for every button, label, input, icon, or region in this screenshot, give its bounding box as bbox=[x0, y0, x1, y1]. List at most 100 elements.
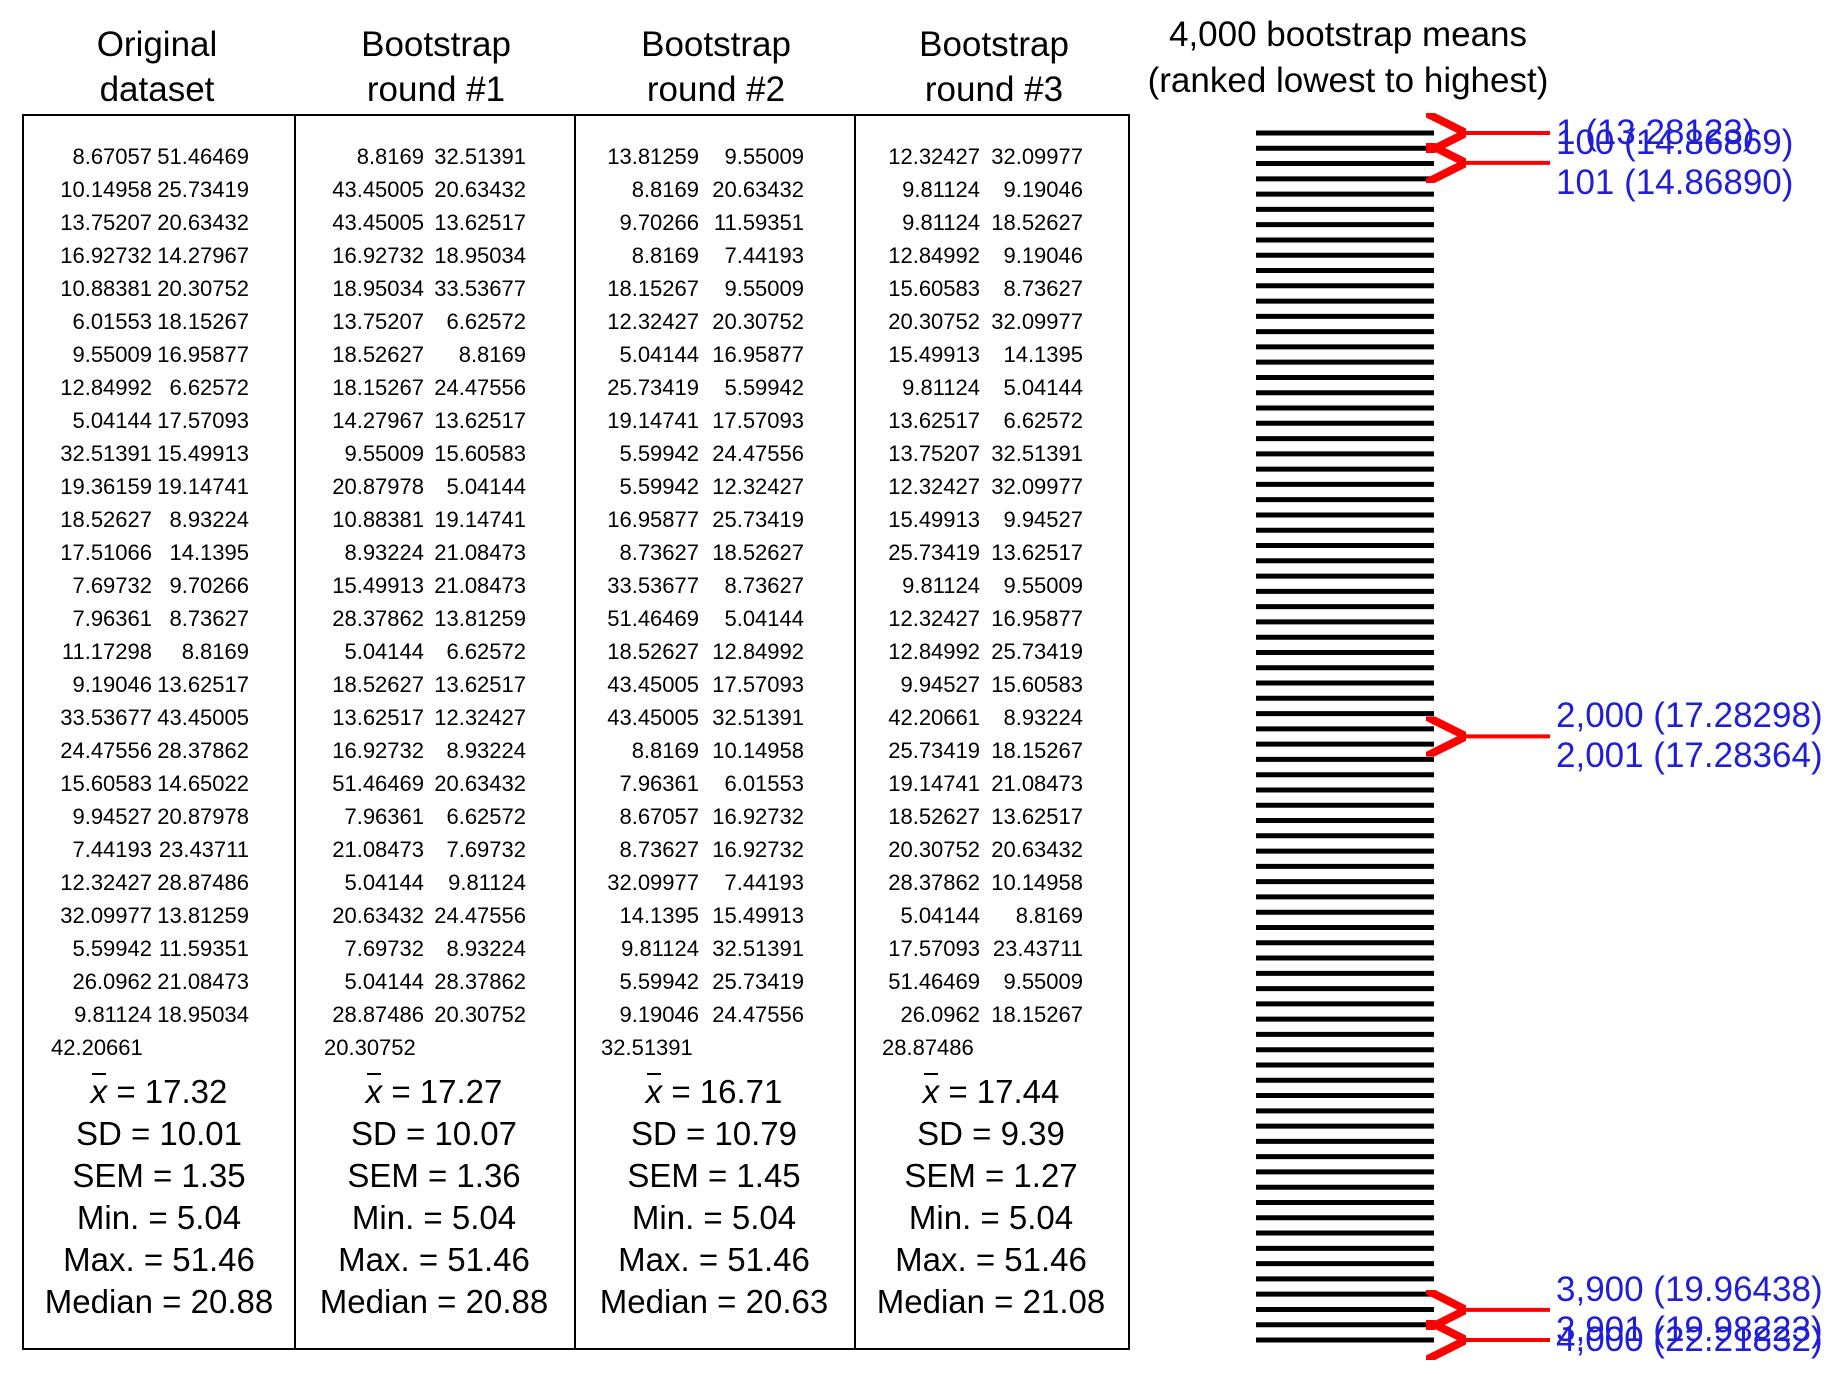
value-row: 28.37862 13.81259 bbox=[294, 602, 574, 635]
value-row: 33.53677 43.45005 bbox=[24, 701, 294, 734]
value-cell: 6.62572 bbox=[169, 375, 249, 400]
value-cell: 13.62517 bbox=[332, 705, 424, 730]
value-cell: 10.88381 bbox=[60, 276, 152, 301]
value-row: 43.45005 20.63432 bbox=[294, 173, 574, 206]
value-cell: 17.51066 bbox=[60, 540, 152, 565]
value-cell: 24.47556 bbox=[712, 1002, 804, 1027]
value-cell: 14.27967 bbox=[332, 408, 424, 433]
value-cell: 18.52627 bbox=[332, 342, 424, 367]
stat-sem: SEM = 1.35 bbox=[72, 1157, 246, 1194]
value-row: 15.60583 14.65022 bbox=[24, 767, 294, 800]
stat-mean: x = 17.44 bbox=[854, 1071, 1128, 1113]
value-cell: 51.46469 bbox=[888, 969, 980, 994]
value-row: 12.84992 25.73419 bbox=[854, 635, 1128, 668]
x-bar-symbol: x bbox=[366, 1071, 382, 1113]
value-cell: 18.52627 bbox=[332, 672, 424, 697]
value-cell: 15.49913 bbox=[332, 573, 424, 598]
rank-label: 3,901 (19.98223) bbox=[1556, 1309, 1823, 1349]
value-cell: 10.14958 bbox=[991, 870, 1083, 895]
value-cell: 32.51391 bbox=[601, 1035, 693, 1060]
value-cell: 5.59942 bbox=[619, 969, 699, 994]
value-row: 8.8169 7.44193 bbox=[574, 239, 854, 272]
value-cell: 12.84992 bbox=[712, 639, 804, 664]
column-divider bbox=[574, 116, 576, 1348]
x-bar-symbol: x bbox=[91, 1071, 107, 1113]
stat-mean-value: = 17.32 bbox=[116, 1073, 228, 1110]
value-cell: 20.63432 bbox=[712, 177, 804, 202]
stat-max: Max. = 51.46 bbox=[895, 1241, 1087, 1278]
stat-mean: x = 17.27 bbox=[294, 1071, 574, 1113]
value-cell: 18.95034 bbox=[157, 1002, 249, 1027]
rank-label: 4,000 (22.21832) bbox=[1556, 1320, 1823, 1359]
value-cell: 19.14741 bbox=[157, 474, 249, 499]
value-row: 8.67057 51.46469 bbox=[24, 140, 294, 173]
value-cell: 25.73419 bbox=[712, 969, 804, 994]
value-cell: 32.51391 bbox=[712, 705, 804, 730]
value-row: 7.96361 8.73627 bbox=[24, 602, 294, 635]
value-row: 20.30752 bbox=[294, 1031, 574, 1064]
value-row: 42.20661 8.93224 bbox=[854, 701, 1128, 734]
value-cell: 13.62517 bbox=[888, 408, 980, 433]
value-row: 12.32427 32.09977 bbox=[854, 470, 1128, 503]
value-cell: 5.04144 bbox=[1003, 375, 1083, 400]
header-bootstrap-round-2: Bootstrap round #2 bbox=[641, 25, 791, 109]
value-cell: 9.81124 bbox=[902, 177, 980, 202]
value-row: 18.52627 8.93224 bbox=[24, 503, 294, 536]
data-column-1: 8.8169 32.51391 43.45005 20.63432 43.45005 13… bbox=[294, 116, 574, 1348]
stat-sd: SD = 9.39 bbox=[917, 1115, 1065, 1152]
value-cell: 24.47556 bbox=[712, 441, 804, 466]
value-cell: 14.27967 bbox=[157, 243, 249, 268]
value-cell: 42.20661 bbox=[51, 1035, 143, 1060]
value-row: 51.46469 20.63432 bbox=[294, 767, 574, 800]
value-row: 32.51391 15.49913 bbox=[24, 437, 294, 470]
value-cell: 20.63432 bbox=[434, 177, 526, 202]
value-cell: 11.17298 bbox=[61, 639, 152, 664]
value-cell: 5.59942 bbox=[619, 441, 699, 466]
value-row: 28.37862 10.14958 bbox=[854, 866, 1128, 899]
value-cell: 16.95877 bbox=[712, 342, 804, 367]
value-cell: 32.09977 bbox=[991, 474, 1083, 499]
value-cell: 51.46469 bbox=[157, 144, 249, 169]
value-cell: 21.08473 bbox=[434, 573, 526, 598]
value-cell: 13.75207 bbox=[60, 210, 152, 235]
value-row: 17.57093 23.43711 bbox=[854, 932, 1128, 965]
value-cell: 12.32427 bbox=[60, 870, 152, 895]
value-cell: 32.09977 bbox=[991, 309, 1083, 334]
stat-median: Median = 21.08 bbox=[876, 1283, 1106, 1320]
value-row: 16.92732 14.27967 bbox=[24, 239, 294, 272]
value-cell: 20.63432 bbox=[434, 771, 526, 796]
value-cell: 9.94527 bbox=[72, 804, 152, 829]
value-row: 32.09977 13.81259 bbox=[24, 899, 294, 932]
value-cell: 9.19046 bbox=[1003, 177, 1083, 202]
stat-sd: SD = 10.01 bbox=[75, 1115, 243, 1152]
value-cell: 15.49913 bbox=[157, 441, 249, 466]
value-cell: 28.87486 bbox=[332, 1002, 424, 1027]
value-cell: 13.62517 bbox=[434, 210, 526, 235]
value-row: 9.81124 5.04144 bbox=[854, 371, 1128, 404]
value-cell: 28.37862 bbox=[888, 870, 980, 895]
value-cell: 19.36159 bbox=[60, 474, 152, 499]
stat-max: Max. = 51.46 bbox=[63, 1241, 255, 1278]
value-cell: 9.81124 bbox=[621, 936, 699, 961]
value-row: 14.27967 13.62517 bbox=[294, 404, 574, 437]
value-row: 15.49913 14.1395 bbox=[854, 338, 1128, 371]
value-cell: 14.1395 bbox=[619, 903, 699, 928]
value-cell: 20.63432 bbox=[157, 210, 249, 235]
value-cell: 15.60583 bbox=[434, 441, 526, 466]
value-cell: 18.52627 bbox=[60, 507, 152, 532]
value-cell: 7.44193 bbox=[72, 837, 152, 862]
summary-stats: x = 16.71 SD = 10.79 SEM = 1.45 Min. = 5.04… bbox=[574, 1071, 854, 1323]
value-cell: 42.20661 bbox=[888, 705, 980, 730]
rank-label: 3,900 (19.96438) bbox=[1556, 1269, 1823, 1309]
value-cell: 9.81124 bbox=[902, 375, 980, 400]
value-row: 7.44193 23.43711 bbox=[24, 833, 294, 866]
value-cell: 9.94527 bbox=[1003, 507, 1083, 532]
value-cell: 6.01553 bbox=[724, 771, 804, 796]
value-row: 26.0962 18.15267 bbox=[854, 998, 1128, 1031]
value-cell: 9.81124 bbox=[448, 870, 526, 895]
value-cell: 51.46469 bbox=[607, 606, 699, 631]
stat-mean: x = 17.32 bbox=[24, 1071, 294, 1113]
value-cell: 8.93224 bbox=[446, 738, 526, 763]
value-row: 43.45005 13.62517 bbox=[294, 206, 574, 239]
value-row: 20.87978 5.04144 bbox=[294, 470, 574, 503]
